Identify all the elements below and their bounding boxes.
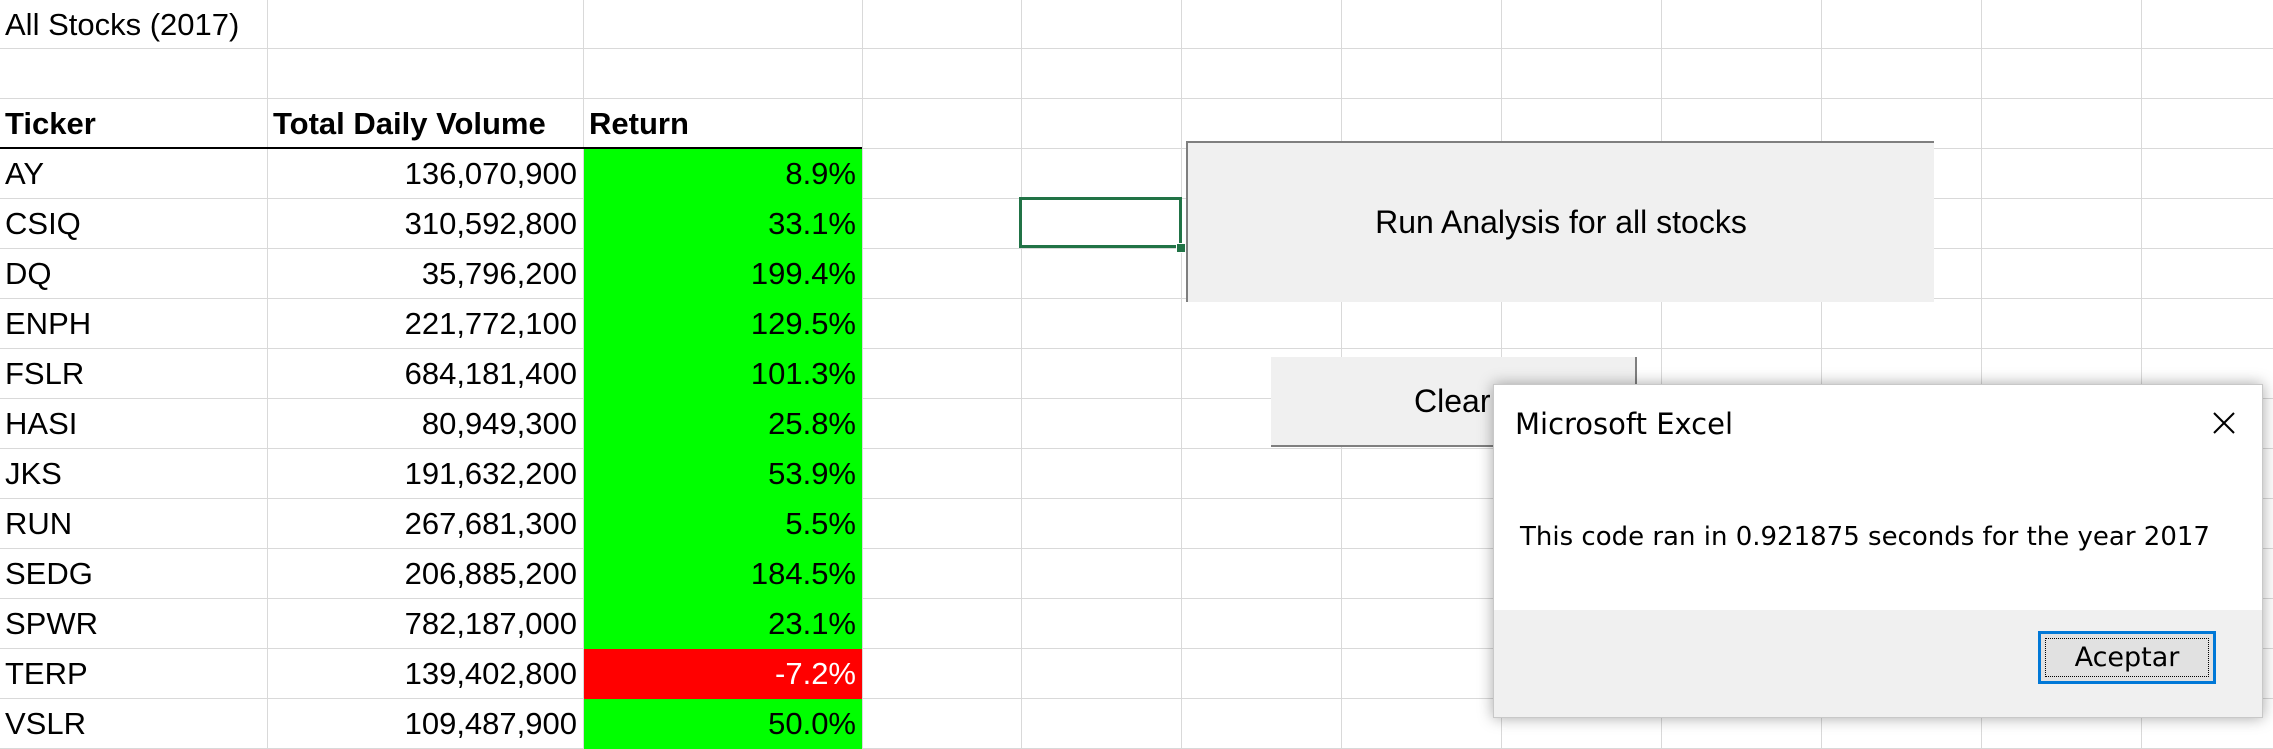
ok-button[interactable]: Aceptar [2038, 631, 2216, 684]
header-return[interactable]: Return [589, 106, 689, 141]
gridline [2141, 0, 2142, 749]
dialog-message: This code ran in 0.921875 seconds for th… [1520, 522, 2210, 552]
volume-cell[interactable]: 782,187,000 [404, 606, 577, 641]
fill-handle[interactable] [1176, 243, 1186, 253]
volume-cell[interactable]: 206,885,200 [404, 556, 577, 591]
volume-cell[interactable]: 310,592,800 [404, 206, 577, 241]
gridline [0, 598, 2273, 599]
return-cell[interactable]: 50.0% [584, 699, 862, 749]
ticker-cell[interactable]: CSIQ [5, 206, 81, 241]
gridline [1021, 0, 1022, 749]
return-cell[interactable]: 25.8% [584, 399, 862, 449]
return-cell[interactable]: -7.2% [584, 649, 862, 699]
ticker-cell[interactable]: JKS [5, 456, 62, 491]
gridline [1981, 0, 1982, 749]
ticker-cell[interactable]: VSLR [5, 706, 86, 741]
volume-cell[interactable]: 139,402,800 [404, 656, 577, 691]
return-cell[interactable]: 8.9% [584, 149, 862, 199]
ticker-cell[interactable]: SPWR [5, 606, 98, 641]
ticker-cell[interactable]: HASI [5, 406, 78, 441]
ticker-cell[interactable]: SEDG [5, 556, 93, 591]
return-cell[interactable]: 53.9% [584, 449, 862, 499]
volume-cell[interactable]: 109,487,900 [404, 706, 577, 741]
ok-button-label: Aceptar [2074, 642, 2180, 673]
gridline [1821, 0, 1822, 749]
volume-cell[interactable]: 267,681,300 [404, 506, 577, 541]
header-ticker[interactable]: Ticker [5, 106, 96, 141]
gridline [0, 698, 2273, 699]
ticker-cell[interactable]: TERP [5, 656, 88, 691]
return-cell[interactable]: 5.5% [584, 499, 862, 549]
close-icon-glyph [2213, 412, 2235, 434]
gridline [0, 648, 2273, 649]
sheet-title[interactable]: All Stocks (2017) [5, 7, 240, 42]
focus-ring [2045, 638, 2209, 677]
volume-cell[interactable]: 80,949,300 [421, 406, 577, 441]
return-cell[interactable]: 101.3% [584, 349, 862, 399]
volume-cell[interactable]: 136,070,900 [404, 156, 577, 191]
gridline [0, 548, 2273, 549]
ticker-cell[interactable]: RUN [5, 506, 73, 541]
gridline [0, 298, 2273, 299]
gridline [0, 348, 2273, 349]
gridline [1661, 0, 1662, 749]
return-cell[interactable]: 184.5% [584, 549, 862, 599]
gridline [0, 398, 2273, 399]
volume-cell[interactable]: 35,796,200 [421, 256, 577, 291]
gridline [583, 0, 584, 749]
ticker-cell[interactable]: AY [5, 156, 45, 191]
gridline [1181, 0, 1182, 749]
gridline [862, 0, 863, 749]
volume-cell[interactable]: 191,632,200 [404, 456, 577, 491]
gridline [0, 148, 2273, 149]
dialog-title: Microsoft Excel [1515, 407, 1734, 441]
volume-cell[interactable]: 684,181,400 [404, 356, 577, 391]
return-cell[interactable]: 33.1% [584, 199, 862, 249]
gridline [0, 248, 2273, 249]
gridline [0, 48, 2273, 49]
gridline [0, 448, 2273, 449]
gridline [0, 498, 2273, 499]
gridline [267, 0, 268, 749]
return-cell[interactable]: 23.1% [584, 599, 862, 649]
message-box-dialog: Microsoft Excel This code ran in 0.92187… [1493, 384, 2263, 718]
ticker-cell[interactable]: DQ [5, 256, 52, 291]
gridline [0, 98, 2273, 99]
header-underline [0, 147, 862, 149]
close-icon[interactable] [2200, 399, 2248, 447]
ticker-cell[interactable]: FSLR [5, 356, 85, 391]
header-volume[interactable]: Total Daily Volume [273, 106, 546, 141]
ticker-cell[interactable]: ENPH [5, 306, 92, 341]
active-cell-selection[interactable] [1019, 197, 1182, 248]
volume-cell[interactable]: 221,772,100 [404, 306, 577, 341]
return-cell[interactable]: 199.4% [584, 249, 862, 299]
run-analysis-button[interactable]: Run Analysis for all stocks [1186, 141, 1934, 302]
return-cell[interactable]: 129.5% [584, 299, 862, 349]
